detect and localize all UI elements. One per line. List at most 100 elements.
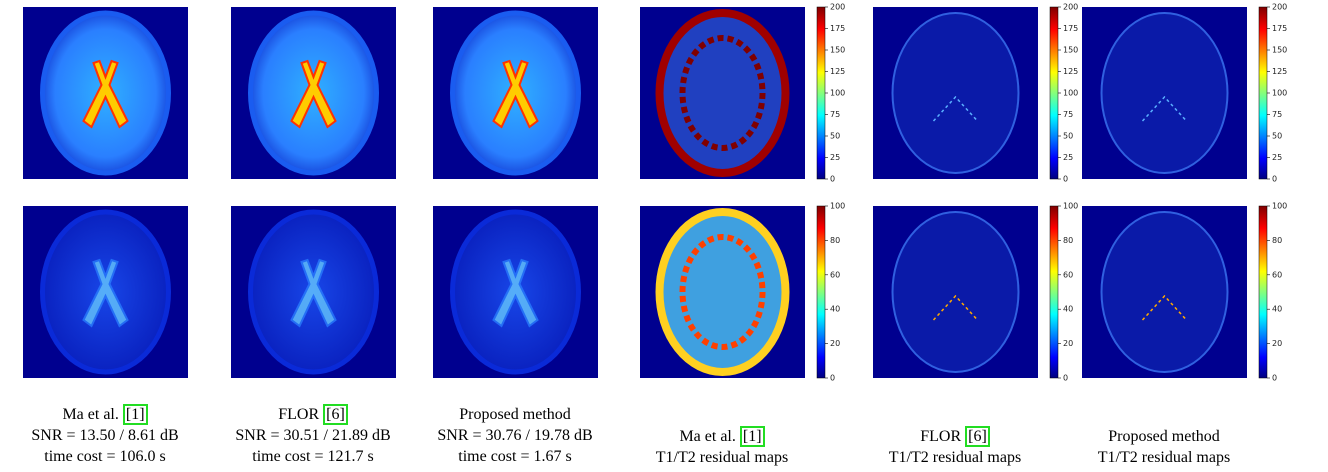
caption: Proposed method SNR = 30.76 / 19.78 dB tim…: [415, 404, 615, 467]
method-line: Proposed method: [415, 404, 615, 425]
caption: FLOR [6] SNR = 30.51 / 21.89 dB time cost …: [213, 404, 413, 467]
colorbar-tick-label: 80: [1272, 236, 1282, 245]
time-line: time cost = 1.67 s: [415, 446, 615, 467]
residual-detail: [932, 294, 979, 321]
residual-detail: [1141, 95, 1188, 122]
method-line: FLOR [6]: [855, 426, 1055, 447]
colorbar-tick-label: 100: [1272, 202, 1287, 211]
colorbar-tick-label: 40: [1272, 305, 1282, 314]
colorbar-tick-label: 50: [1063, 132, 1073, 141]
colorbar-tick-label: 75: [1272, 110, 1282, 119]
colorbar-tick-label: 75: [830, 110, 840, 119]
colorbar-tick-label: 0: [830, 175, 835, 184]
ventricle: [82, 59, 129, 129]
colorbar-tick-label: 175: [1063, 24, 1078, 33]
ventricle: [492, 258, 539, 328]
residual-detail: [932, 95, 979, 122]
subtitle-line: T1/T2 residual maps: [1064, 447, 1264, 468]
caption-text: time cost = 1.67 s: [458, 448, 572, 465]
colorbar-tick-label: 0: [1063, 175, 1068, 184]
colorbar-tick-label: 60: [1272, 270, 1282, 279]
colorbar-tick-label: 60: [1063, 270, 1073, 279]
colorbar: [1049, 205, 1059, 379]
ventricle: [290, 258, 337, 328]
residual-core: [679, 234, 766, 350]
residual-core: [679, 35, 766, 151]
colorbar-tick-label: 0: [1063, 374, 1068, 383]
snr-line: SNR = 30.76 / 19.78 dB: [415, 425, 615, 446]
caption-text: time cost = 106.0 s: [44, 448, 166, 465]
caption-text: T1/T2 residual maps: [655, 449, 789, 466]
subtitle-line: T1/T2 residual maps: [855, 447, 1055, 468]
colorbar-tick-label: 100: [830, 89, 845, 98]
colorbar-tick-label: 20: [830, 339, 840, 348]
colorbar: [1258, 6, 1268, 180]
caption: Ma et al. [1] T1/T2 residual maps: [622, 426, 822, 468]
ventricle: [290, 59, 337, 129]
caption-text: Ma et al.: [679, 428, 736, 445]
colorbar-tick-label: 0: [1272, 175, 1277, 184]
snr-line: SNR = 30.51 / 21.89 dB: [213, 425, 413, 446]
caption-text: SNR = 30.76 / 19.78 dB: [437, 427, 593, 444]
time-line: time cost = 121.7 s: [213, 446, 413, 467]
colorbar: [1049, 6, 1059, 180]
colorbar-tick-label: 100: [1272, 89, 1287, 98]
ref: [1]: [739, 426, 765, 447]
colorbar-tick-label: 175: [1272, 24, 1287, 33]
caption-text: Ma et al.: [62, 406, 119, 423]
colorbar: [1258, 205, 1268, 379]
residual-brain: [891, 211, 1020, 373]
colorbar-tick-label: 150: [830, 46, 845, 55]
caption-text: SNR = 13.50 / 8.61 dB: [31, 427, 179, 444]
method-line: FLOR [6]: [213, 404, 413, 425]
residual-brain: [655, 9, 790, 177]
colorbar-tick-label: 60: [830, 270, 840, 279]
colorbar-tick-label: 75: [1063, 110, 1073, 119]
residual-brain: [891, 12, 1020, 174]
colorbar: [816, 6, 826, 180]
colorbar-tick-label: 125: [1063, 67, 1078, 76]
colorbar-tick-label: 175: [830, 24, 845, 33]
colorbar-tick-label: 50: [830, 132, 840, 141]
colorbar-tick-label: 100: [1063, 202, 1078, 211]
colorbar-tick-label: 20: [1063, 339, 1073, 348]
colorbar-tick-label: 200: [1272, 3, 1287, 12]
caption-text: Proposed method: [459, 406, 571, 423]
colorbar-tick-label: 80: [1063, 236, 1073, 245]
caption-text: T1/T2 residual maps: [1097, 449, 1231, 466]
colorbar-tick-label: 0: [830, 374, 835, 383]
method-line: Ma et al. [1]: [5, 404, 205, 425]
colorbar-tick-label: 80: [830, 236, 840, 245]
residual-brain: [655, 208, 790, 376]
caption: FLOR [6] T1/T2 residual maps: [855, 426, 1055, 468]
colorbar-tick-label: 25: [830, 153, 840, 162]
time-line: time cost = 106.0 s: [5, 446, 205, 467]
colorbar-tick-label: 50: [1272, 132, 1282, 141]
ventricle: [82, 258, 129, 328]
residual-brain: [1100, 211, 1229, 373]
residual-detail: [1141, 294, 1188, 321]
colorbar-tick-label: 40: [830, 305, 840, 314]
caption-text: FLOR: [920, 428, 962, 445]
colorbar-tick-label: 20: [1272, 339, 1282, 348]
method-line: Ma et al. [1]: [622, 426, 822, 447]
colorbar-tick-label: 0: [1272, 374, 1277, 383]
colorbar-tick-label: 25: [1272, 153, 1282, 162]
method-line: Proposed method: [1064, 426, 1264, 447]
caption-text: time cost = 121.7 s: [252, 448, 374, 465]
caption-text: T1/T2 residual maps: [888, 449, 1022, 466]
caption: Proposed method T1/T2 residual maps: [1064, 426, 1264, 468]
colorbar: [816, 205, 826, 379]
residual-brain: [1100, 12, 1229, 174]
colorbar-tick-label: 200: [1063, 3, 1078, 12]
colorbar-tick-label: 100: [830, 202, 845, 211]
colorbar-tick-label: 100: [1063, 89, 1078, 98]
colorbar-tick-label: 25: [1063, 153, 1073, 162]
colorbar-tick-label: 150: [1063, 46, 1078, 55]
ref: [1]: [122, 404, 148, 425]
colorbar-tick-label: 150: [1272, 46, 1287, 55]
snr-line: SNR = 13.50 / 8.61 dB: [5, 425, 205, 446]
caption-text: SNR = 30.51 / 21.89 dB: [235, 427, 391, 444]
